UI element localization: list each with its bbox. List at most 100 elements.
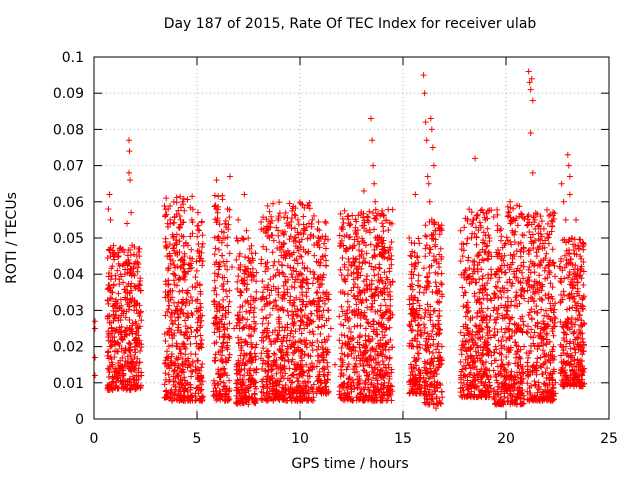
data-point: [565, 162, 572, 169]
data-point: [507, 302, 514, 309]
data-point: [332, 361, 339, 368]
data-point: [242, 360, 249, 367]
data-point: [484, 305, 491, 312]
data-point: [429, 349, 436, 356]
data-point: [458, 351, 465, 358]
data-point: [182, 317, 189, 324]
data-point: [132, 330, 139, 337]
data-point: [114, 339, 121, 346]
data-point: [527, 86, 534, 93]
data-point: [248, 259, 255, 266]
data-point: [264, 300, 271, 307]
data-point: [464, 257, 471, 264]
data-point: [385, 361, 392, 368]
data-point: [193, 385, 200, 392]
data-point: [241, 270, 248, 277]
data-point: [165, 298, 172, 305]
data-point: [251, 305, 258, 312]
data-point: [544, 206, 551, 213]
data-point: [245, 388, 252, 395]
data-point: [550, 343, 557, 350]
data-point: [218, 239, 225, 246]
data-point: [132, 349, 139, 356]
data-point: [433, 346, 440, 353]
data-point: [134, 264, 141, 271]
data-point: [106, 191, 113, 198]
y-tick-label: 0.07: [53, 159, 84, 175]
data-point: [337, 373, 344, 380]
data-point: [219, 352, 226, 359]
data-point: [120, 367, 127, 374]
data-point: [246, 246, 253, 253]
data-point: [253, 341, 260, 348]
data-point: [115, 290, 122, 297]
data-point: [468, 234, 475, 241]
data-point: [137, 347, 144, 354]
data-point: [327, 325, 334, 332]
data-point: [415, 321, 422, 328]
data-point: [197, 304, 204, 311]
data-point: [123, 220, 130, 227]
data-point: [580, 246, 587, 253]
data-point: [280, 292, 287, 299]
data-point: [472, 155, 479, 162]
data-point: [315, 343, 322, 350]
data-point: [275, 232, 282, 239]
data-point: [240, 235, 247, 242]
data-point: [437, 400, 444, 407]
data-point: [237, 352, 244, 359]
data-point: [218, 320, 225, 327]
data-point: [423, 137, 430, 144]
data-point: [187, 204, 194, 211]
data-point: [276, 199, 283, 206]
data-point: [290, 333, 297, 340]
data-point: [131, 283, 138, 290]
data-point: [222, 220, 229, 227]
data-point: [163, 195, 170, 202]
data-point: [176, 225, 183, 232]
data-point: [182, 269, 189, 276]
data-point: [105, 349, 112, 356]
data-point: [438, 388, 445, 395]
data-point: [337, 266, 344, 273]
data-point: [105, 300, 112, 307]
data-point: [173, 211, 180, 218]
data-point: [487, 312, 494, 319]
data-point: [524, 216, 531, 223]
data-point: [169, 317, 176, 324]
data-point: [253, 365, 260, 372]
data-point: [220, 286, 227, 293]
data-point: [162, 337, 169, 344]
data-point: [248, 250, 255, 257]
data-point: [504, 213, 511, 220]
data-point: [244, 274, 251, 281]
data-point: [244, 341, 251, 348]
data-point: [225, 357, 232, 364]
data-point: [221, 371, 228, 378]
data-point: [165, 371, 172, 378]
data-point: [106, 247, 113, 254]
data-point: [163, 211, 170, 218]
data-point: [248, 359, 255, 366]
data-point: [238, 235, 245, 242]
data-point: [177, 257, 184, 264]
data-point: [247, 324, 254, 331]
data-point: [188, 373, 195, 380]
data-point: [169, 321, 176, 328]
data-point: [338, 345, 345, 352]
data-point: [170, 332, 177, 339]
data-point: [318, 339, 325, 346]
data-point: [421, 313, 428, 320]
data-point: [488, 360, 495, 367]
data-point: [282, 370, 289, 377]
data-point: [430, 162, 437, 169]
data-point: [367, 241, 374, 248]
data-point: [562, 216, 569, 223]
data-point: [242, 338, 249, 345]
data-point: [388, 239, 395, 246]
data-point: [308, 223, 315, 230]
data-point: [365, 214, 372, 221]
data-point: [239, 303, 246, 310]
data-point: [564, 151, 571, 158]
data-point: [313, 346, 320, 353]
